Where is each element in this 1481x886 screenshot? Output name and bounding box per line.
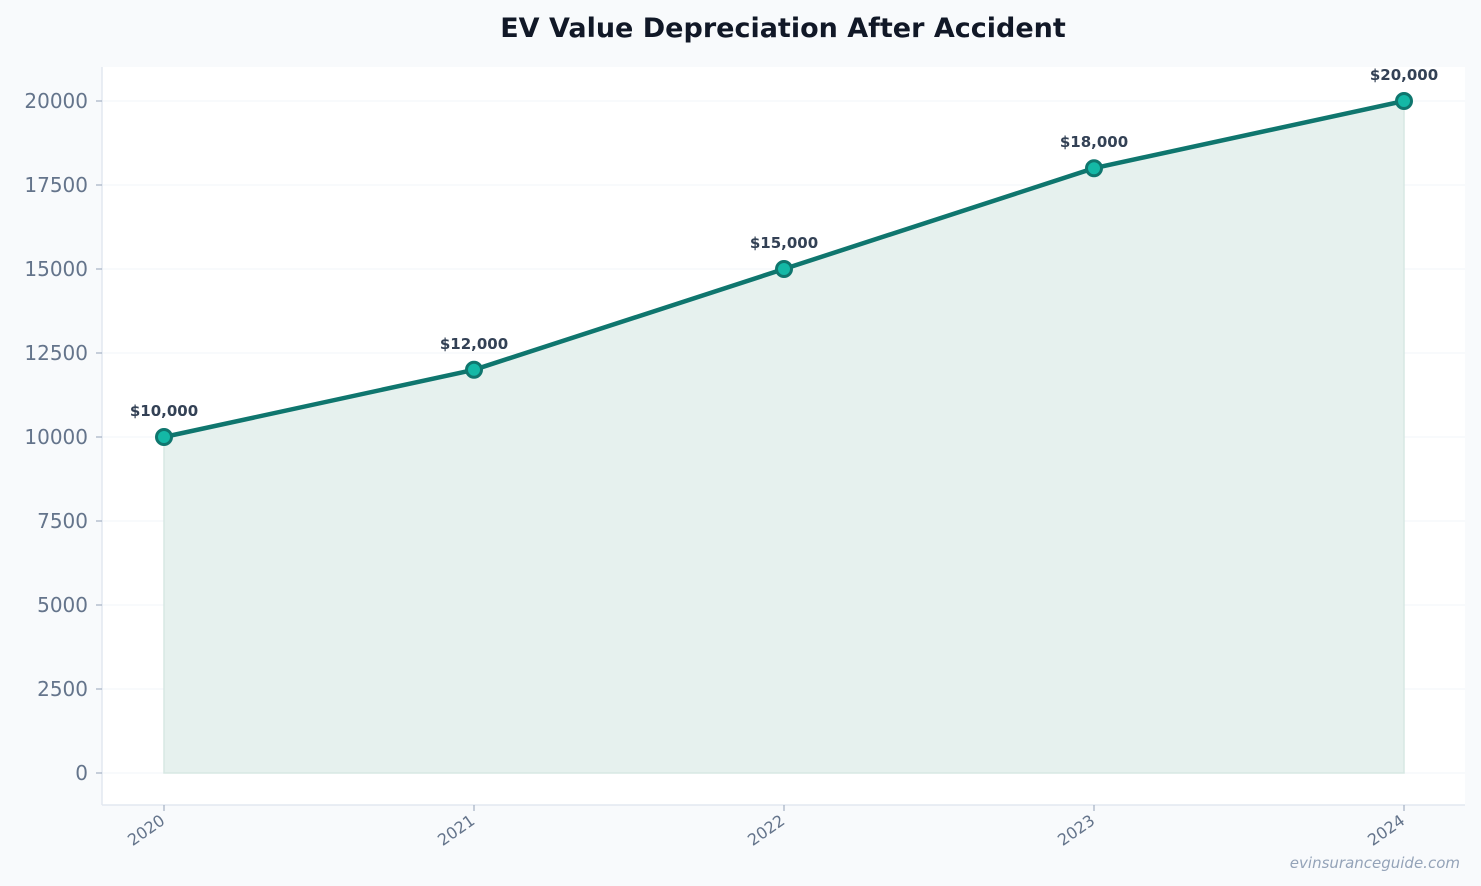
y-axis-ticks: 0 2500 5000 7500 10000 12500 15000 17500 20000 — [24, 89, 102, 785]
y-tick-label-10000: 10000 — [24, 425, 88, 449]
x-tick-label-2022: 2022 — [744, 811, 788, 850]
watermark: evinsuranceguide.com — [1290, 854, 1460, 872]
y-tick-label-17500: 17500 — [24, 173, 88, 197]
chart-title: EV Value Depreciation After Accident — [500, 13, 1066, 44]
y-tick-label-12500: 12500 — [24, 341, 88, 365]
x-tick-label-2023: 2023 — [1054, 811, 1098, 850]
y-tick-label-5000: 5000 — [37, 593, 88, 617]
y-tick-label-2500: 2500 — [37, 677, 88, 701]
data-point-2021 — [465, 360, 483, 379]
x-tick-label-2024: 2024 — [1364, 811, 1408, 850]
x-tick-label-2021: 2021 — [434, 811, 478, 850]
x-tick-label-2020: 2020 — [124, 811, 168, 850]
data-label-2023: $18,000 — [1060, 133, 1128, 151]
y-tick-label-7500: 7500 — [37, 509, 88, 533]
x-axis-ticks: 2020 2021 2022 2023 2024 — [124, 805, 1408, 850]
data-label-2022: $15,000 — [750, 234, 818, 252]
data-point-2022 — [775, 260, 793, 278]
data-point-2024 — [1395, 92, 1413, 110]
data-point-2020 — [155, 428, 173, 446]
data-label-2021: $12,000 — [440, 335, 508, 353]
y-tick-label-20000: 20000 — [24, 89, 88, 113]
data-points — [155, 92, 1413, 446]
data-label-2024: $20,000 — [1370, 66, 1438, 84]
data-point-2023 — [1085, 159, 1103, 178]
y-tick-label-15000: 15000 — [24, 257, 88, 281]
data-labels: $10,000 $12,000 $15,000 $18,000 $20,000 — [130, 66, 1438, 420]
y-tick-label-0: 0 — [75, 761, 88, 785]
data-label-2020: $10,000 — [130, 402, 198, 420]
